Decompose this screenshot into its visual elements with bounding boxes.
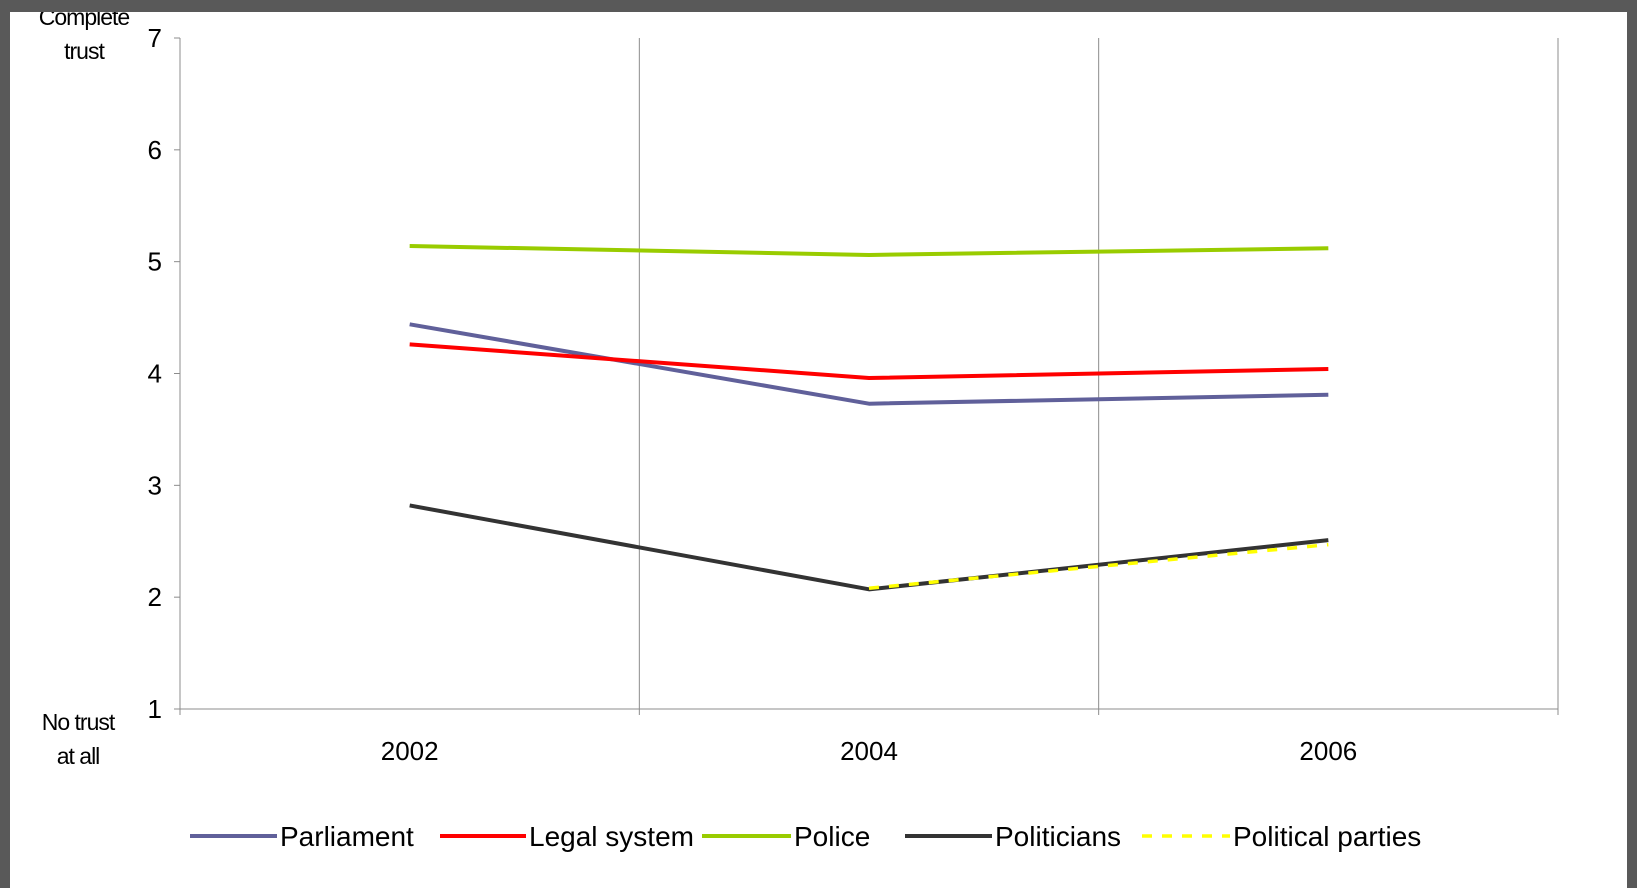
series-line-political-parties [868,542,1329,590]
y-tick-label: 7 [148,23,162,53]
legend-label-legal-system: Legal system [529,821,694,852]
y-tick-label: 3 [148,470,162,500]
line-chart: 1 2 3 4 5 6 7 2002 2004 2006 Parliament Legal sys… [148,23,1559,852]
y-axis-top-label: Complete trust [24,12,144,68]
x-tick-label: 2006 [1299,736,1357,766]
y-axis-bottom-label-line1: No trust [41,709,116,735]
series-line-parliament [409,322,1329,406]
x-tick-label: 2002 [381,736,439,766]
y-axis-top-label-line1: Complete [38,12,130,30]
y-tick-label: 1 [148,694,162,724]
y-tick-label: 4 [148,359,162,389]
y-tick-label: 2 [148,582,162,612]
legend-label-parliament: Parliament [280,821,414,852]
series-line-legal-system [409,342,1329,380]
series-line-police [409,244,1329,257]
chart-panel: 1 2 3 4 5 6 7 2002 2004 2006 Parliament Legal sys… [10,12,1627,888]
y-axis-ticks: 1 2 3 4 5 6 7 [148,23,180,724]
legend-label-police: Police [794,821,870,852]
legend-label-politicians: Politicians [995,821,1121,852]
y-axis-bottom-label: No trust at all [18,705,138,773]
series-lines [409,244,1329,592]
y-axis-top-label-line2: trust [64,38,105,64]
y-axis-bottom-label-line2: at all [56,743,101,769]
y-tick-label: 5 [148,247,162,277]
legend-label-political-parties: Political parties [1233,821,1421,852]
y-tick-label: 6 [148,135,162,165]
axes [179,38,1558,710]
x-tick-label: 2004 [840,736,898,766]
x-axis-ticks: 2002 2004 2006 [179,709,1559,766]
legend: Parliament Legal system Police Politicians P… [190,821,1421,852]
series-line-politicians [409,503,1329,592]
